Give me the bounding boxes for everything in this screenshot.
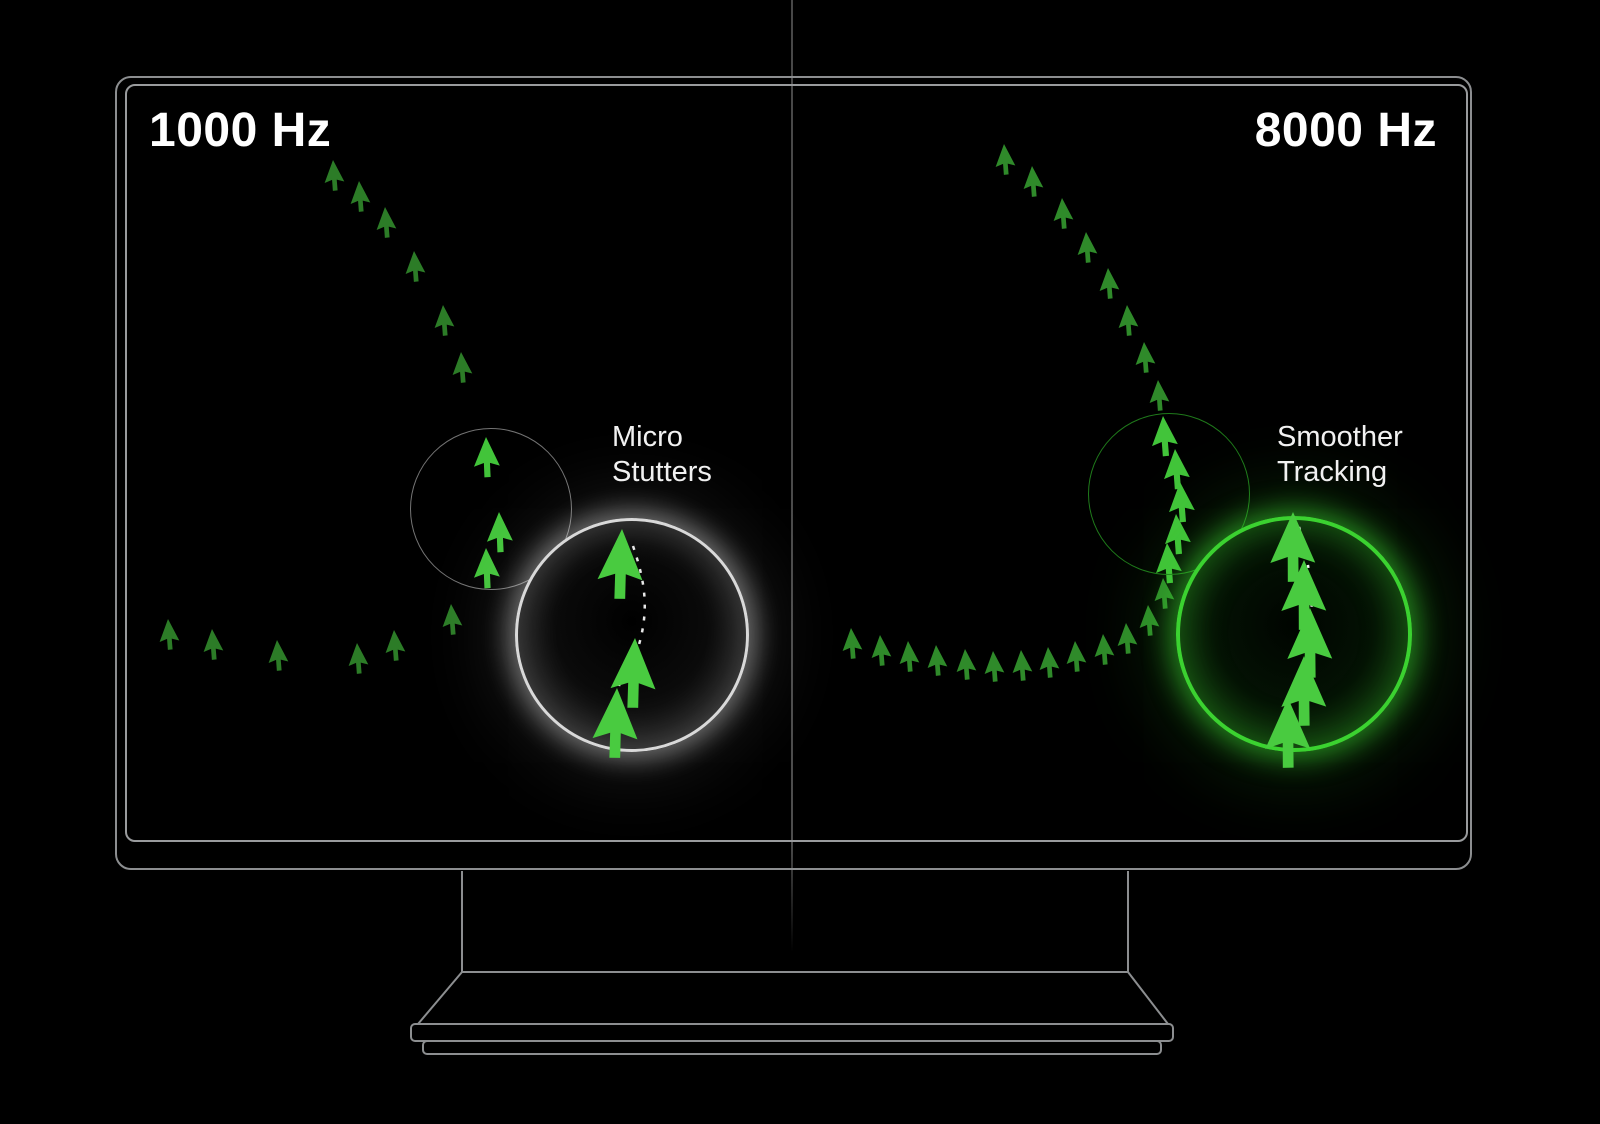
stand-flare <box>417 971 1169 1025</box>
smoother-tracking-line2: Tracking <box>1277 456 1388 488</box>
stand-base-bottom <box>422 1040 1162 1055</box>
panel-title-right: 8000 Hz <box>1254 104 1437 157</box>
smoother-tracking-label: Smoother Tracking <box>1277 420 1403 490</box>
smoother-tracking-line1: Smoother <box>1277 421 1403 453</box>
micro-stutters-label: Micro Stutters <box>612 420 712 490</box>
panel-title-left: 1000 Hz <box>149 104 332 157</box>
divider-line <box>791 0 793 952</box>
micro-stutters-line2: Stutters <box>612 456 712 488</box>
micro-stutters-line1: Micro <box>612 421 683 453</box>
stand-neck <box>461 871 1129 973</box>
stand-base-top <box>410 1023 1174 1042</box>
monitor-screen <box>125 84 1468 842</box>
monitor-outer-frame <box>115 76 1472 870</box>
